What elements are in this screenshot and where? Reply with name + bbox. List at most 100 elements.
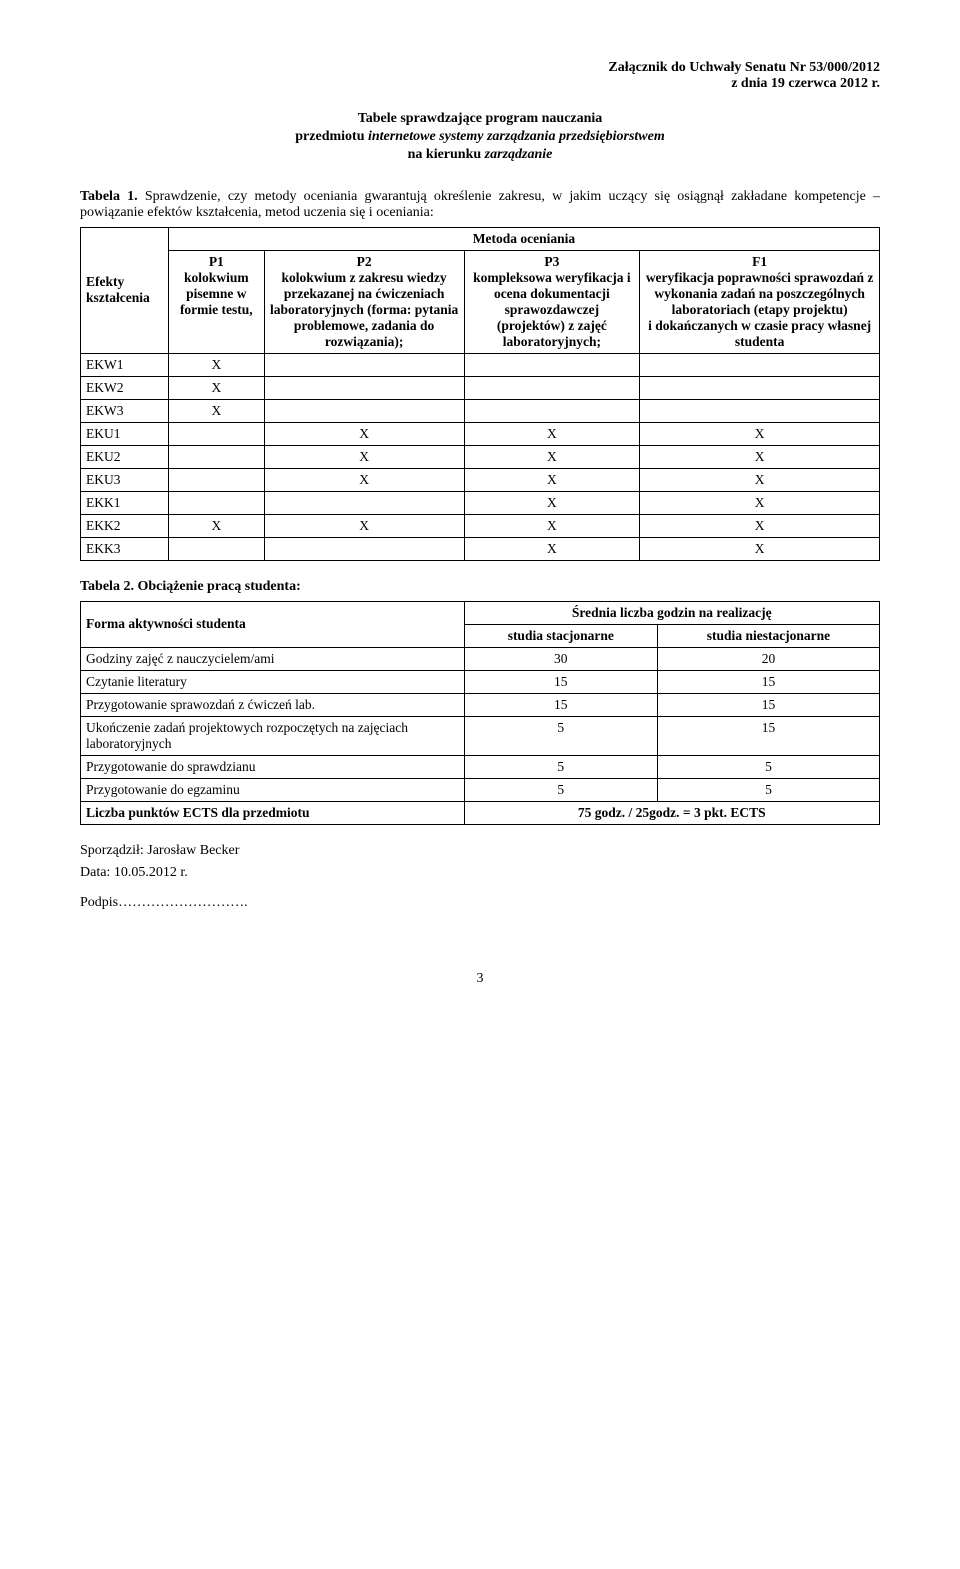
table1-col-p1: P1kolokwium pisemne w formie testu, (168, 250, 264, 353)
table-row: EKW2X (81, 376, 880, 399)
cell: 5 (464, 716, 657, 755)
table2-col-stat: studia stacjonarne (464, 624, 657, 647)
cell (168, 445, 264, 468)
cell (640, 399, 880, 422)
table-row: Czytanie literatury1515 (81, 670, 880, 693)
row-label: EKW1 (81, 353, 169, 376)
cell (464, 353, 640, 376)
cell (264, 353, 464, 376)
cell: X (640, 468, 880, 491)
table2-col-nstat: studia niestacjonarne (658, 624, 880, 647)
title-line1: Tabele sprawdzające program nauczania (358, 111, 603, 126)
header-line2: z dnia 19 czerwca 2012 r. (731, 76, 880, 91)
cell: X (640, 445, 880, 468)
table-row: EKU3XXX (81, 468, 880, 491)
table-row: Przygotowanie do egzaminu55 (81, 778, 880, 801)
table1-label: Tabela 1. Sprawdzenie, czy metody ocenia… (80, 189, 880, 221)
row-label: Przygotowanie sprawozdań z ćwiczeń lab. (81, 693, 465, 716)
cell (168, 537, 264, 560)
cell: 5 (464, 778, 657, 801)
cell: X (264, 468, 464, 491)
table1: Efekty kształcenia Metoda oceniania P1ko… (80, 227, 880, 561)
cell: X (464, 491, 640, 514)
table-row: EKW1X (81, 353, 880, 376)
cell: 20 (658, 647, 880, 670)
cell: X (264, 422, 464, 445)
table-row: EKK1 XX (81, 491, 880, 514)
row-label: Ukończenie zadań projektowych rozpoczęty… (81, 716, 465, 755)
table-row: EKW3X (81, 399, 880, 422)
table1-label-bold: Tabela 1. (80, 189, 145, 204)
title-line3-prefix: na kierunku (408, 147, 485, 162)
row-label: EKK3 (81, 537, 169, 560)
row-label: EKU3 (81, 468, 169, 491)
cell: X (464, 468, 640, 491)
table1-col-p3: P3kompleksowa weryfikacja i ocena dokume… (464, 250, 640, 353)
title-line3-italic: zarządzanie (485, 147, 553, 162)
table2: Forma aktywności studenta Średnia liczba… (80, 601, 880, 825)
table1-rowhead: Efekty kształcenia (81, 227, 169, 353)
title-block: Tabele sprawdzające program nauczania pr… (80, 110, 880, 165)
cell: X (464, 445, 640, 468)
table2-col-avg: Średnia liczba godzin na realizację (464, 601, 879, 624)
cell: X (464, 422, 640, 445)
cell (640, 353, 880, 376)
cell: X (168, 353, 264, 376)
table1-desc: Sprawdzenie, czy metody oceniania gwaran… (80, 189, 880, 220)
row-label: Przygotowanie do sprawdzianu (81, 755, 465, 778)
cell: X (168, 514, 264, 537)
row-label: Godziny zajęć z nauczycielem/ami (81, 647, 465, 670)
title-line2-italic: internetowe systemy zarządzania przedsię… (368, 129, 665, 144)
row-label: EKU1 (81, 422, 169, 445)
table1-col-p2: P2kolokwium z zakresu wiedzy przekazanej… (264, 250, 464, 353)
row-label: EKK2 (81, 514, 169, 537)
cell (264, 376, 464, 399)
row-label: EKW3 (81, 399, 169, 422)
table2-total-label: Liczba punktów ECTS dla przedmiotu (81, 801, 465, 824)
cell: X (464, 537, 640, 560)
table-row: Godziny zajęć z nauczycielem/ami3020 (81, 647, 880, 670)
table-row: EKU2XXX (81, 445, 880, 468)
row-label: EKU2 (81, 445, 169, 468)
cell: 15 (658, 693, 880, 716)
cell: X (640, 422, 880, 445)
cell: X (640, 491, 880, 514)
cell (168, 422, 264, 445)
header-line1: Załącznik do Uchwały Senatu Nr 53/000/20… (608, 60, 880, 75)
table-row: Przygotowanie do sprawdzianu55 (81, 755, 880, 778)
table2-label: Tabela 2. Obciążenie pracą studenta: (80, 579, 880, 595)
cell: 15 (464, 670, 657, 693)
row-label: Przygotowanie do egzaminu (81, 778, 465, 801)
table-row: EKK3 XX (81, 537, 880, 560)
table-row: EKK2XXXX (81, 514, 880, 537)
cell (264, 537, 464, 560)
cell (264, 491, 464, 514)
row-label: Czytanie literatury (81, 670, 465, 693)
footer-date: Data: 10.05.2012 r. (80, 865, 880, 881)
table1-method-header: Metoda oceniania (168, 227, 879, 250)
table2-total-value: 75 godz. / 25godz. = 3 pkt. ECTS (464, 801, 879, 824)
cell (168, 491, 264, 514)
cell: 5 (658, 755, 880, 778)
footer-signature: Podpis………………………. (80, 895, 880, 911)
table1-col-f1: F1weryfikacja poprawności sprawozdań z w… (640, 250, 880, 353)
cell: 5 (658, 778, 880, 801)
cell (464, 376, 640, 399)
cell: 5 (464, 755, 657, 778)
cell: X (264, 514, 464, 537)
header-attachment: Załącznik do Uchwały Senatu Nr 53/000/20… (80, 60, 880, 92)
cell: 15 (658, 670, 880, 693)
cell: X (464, 514, 640, 537)
cell: 15 (464, 693, 657, 716)
cell: X (640, 537, 880, 560)
cell: 30 (464, 647, 657, 670)
footer-author: Sporządził: Jarosław Becker (80, 843, 880, 859)
row-label: EKK1 (81, 491, 169, 514)
row-label: EKW2 (81, 376, 169, 399)
cell (640, 376, 880, 399)
cell: X (640, 514, 880, 537)
cell: 15 (658, 716, 880, 755)
cell (464, 399, 640, 422)
page-number: 3 (80, 971, 880, 987)
title-line2-prefix: przedmiotu (295, 129, 368, 144)
